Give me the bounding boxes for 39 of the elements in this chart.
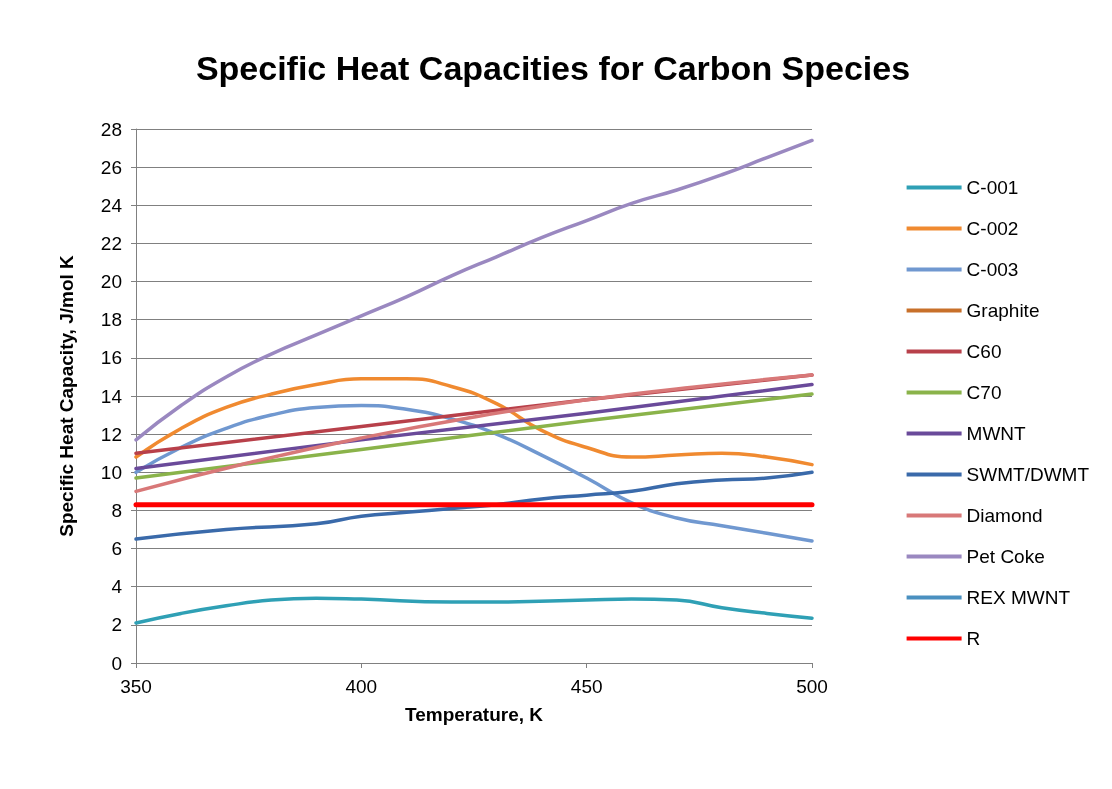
legend-label: C-001 <box>966 177 1019 198</box>
y-tick-label: 10 <box>100 461 122 483</box>
y-tick-label: 16 <box>100 347 122 369</box>
legend-label: R <box>966 628 981 649</box>
legend-label: MWNT <box>966 423 1027 444</box>
y-tick-label: 4 <box>111 576 123 598</box>
legend-label: C-002 <box>966 218 1019 239</box>
y-tick-label: 12 <box>100 423 122 445</box>
y-axis-title: Specific Heat Capacity, J/mol K <box>56 254 77 537</box>
legend-label: C60 <box>966 341 1002 362</box>
y-tick-label: 2 <box>111 614 122 636</box>
line-series <box>134 470 814 541</box>
y-tick-label: 22 <box>100 232 122 254</box>
x-tick-label: 400 <box>345 676 378 697</box>
y-tick-label: 20 <box>100 271 122 293</box>
y-tick-label: 14 <box>100 385 123 407</box>
y-tick-label: 26 <box>100 156 122 178</box>
y-tick-label: 8 <box>111 499 122 521</box>
x-tick-label: 450 <box>570 676 603 697</box>
legend-label: C-003 <box>966 259 1019 280</box>
y-tick-label: 24 <box>100 194 123 216</box>
y-tick-label: 6 <box>111 538 122 560</box>
legend-label: REX MWNT <box>966 587 1071 608</box>
y-tick-label: 0 <box>111 652 122 674</box>
x-axis-title: Temperature, K <box>405 704 544 725</box>
y-tick-label: 18 <box>100 309 122 331</box>
legend-label: Pet Coke <box>966 546 1045 567</box>
legend-label: Diamond <box>966 505 1043 526</box>
line-series <box>134 596 814 625</box>
line-series <box>134 138 814 442</box>
legend-label: Graphite <box>966 300 1040 321</box>
x-tick-label: 500 <box>796 676 828 697</box>
line-series <box>134 392 814 480</box>
y-tick-label: 28 <box>100 118 122 140</box>
legend-label: C70 <box>966 382 1002 403</box>
chart-title: Specific Heat Capacities for Carbon Species <box>195 49 911 87</box>
line-series <box>134 373 814 494</box>
legend-label: SWMT/DWMT <box>966 464 1090 485</box>
x-tick-label: 350 <box>120 676 152 697</box>
